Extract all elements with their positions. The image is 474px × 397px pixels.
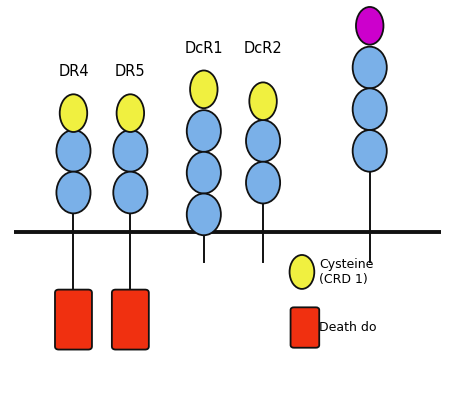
Ellipse shape (290, 255, 314, 289)
Ellipse shape (353, 47, 387, 88)
Ellipse shape (190, 71, 218, 108)
Text: DR4: DR4 (58, 64, 89, 79)
Ellipse shape (249, 83, 277, 120)
Text: DcR1: DcR1 (184, 40, 223, 56)
Ellipse shape (187, 152, 221, 194)
Ellipse shape (56, 172, 91, 214)
Text: Cysteine
(CRD 1): Cysteine (CRD 1) (319, 258, 374, 286)
Ellipse shape (246, 162, 280, 203)
Text: DR5: DR5 (115, 64, 146, 79)
Ellipse shape (117, 94, 144, 132)
Ellipse shape (356, 7, 383, 45)
Ellipse shape (187, 110, 221, 152)
Ellipse shape (246, 120, 280, 162)
FancyBboxPatch shape (291, 307, 319, 348)
Text: DcR2: DcR2 (244, 40, 283, 56)
Ellipse shape (353, 130, 387, 172)
Ellipse shape (113, 172, 147, 214)
Text: Death do: Death do (319, 321, 376, 334)
Ellipse shape (113, 130, 147, 172)
Ellipse shape (56, 130, 91, 172)
Ellipse shape (60, 94, 87, 132)
FancyBboxPatch shape (55, 290, 92, 350)
Ellipse shape (187, 194, 221, 235)
FancyBboxPatch shape (112, 290, 149, 350)
Ellipse shape (353, 89, 387, 130)
